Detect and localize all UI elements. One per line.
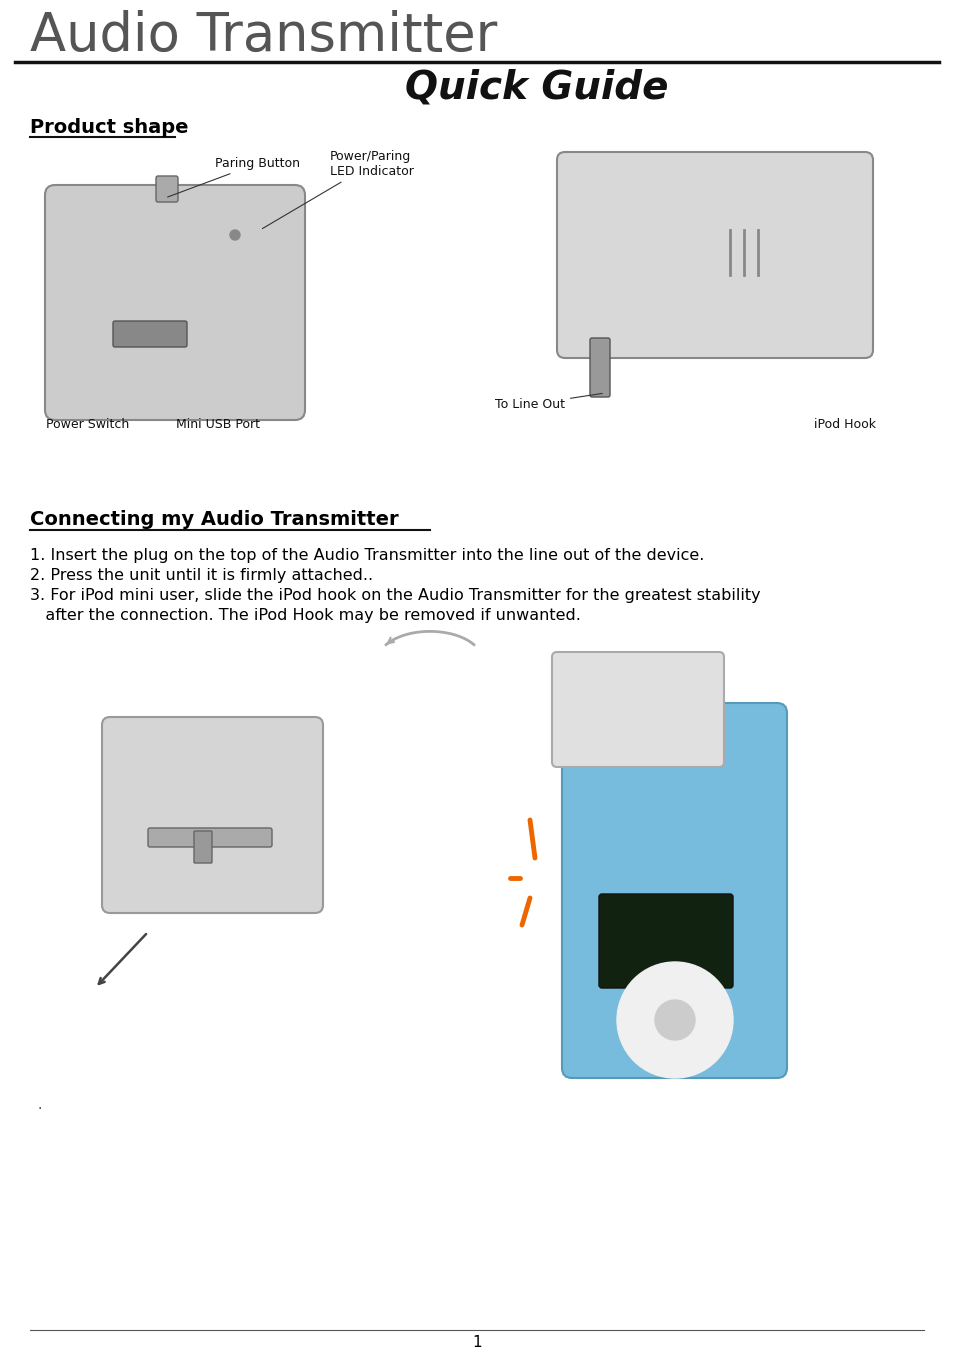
FancyBboxPatch shape — [45, 185, 305, 419]
Text: 1: 1 — [472, 1335, 481, 1350]
Text: Power/Paring
LED Indicator: Power/Paring LED Indicator — [262, 150, 414, 229]
Circle shape — [655, 1000, 695, 1041]
Text: Quick Guide: Quick Guide — [405, 68, 668, 106]
Text: Connecting my Audio Transmitter: Connecting my Audio Transmitter — [30, 509, 398, 528]
FancyBboxPatch shape — [148, 828, 272, 847]
Circle shape — [617, 962, 732, 1077]
FancyBboxPatch shape — [561, 703, 786, 1077]
Text: 3. For iPod mini user, slide the iPod hook on the Audio Transmitter for the grea: 3. For iPod mini user, slide the iPod ho… — [30, 588, 760, 603]
Text: iPod Hook: iPod Hook — [813, 418, 875, 430]
FancyBboxPatch shape — [102, 716, 323, 913]
Text: Paring Button: Paring Button — [168, 157, 299, 197]
FancyBboxPatch shape — [598, 893, 732, 987]
FancyBboxPatch shape — [589, 338, 609, 396]
Text: Mini USB Port: Mini USB Port — [175, 418, 260, 430]
Text: Audio Transmitter: Audio Transmitter — [30, 10, 497, 63]
Circle shape — [230, 230, 240, 240]
Text: 1. Insert the plug on the top of the Audio Transmitter into the line out of the : 1. Insert the plug on the top of the Aud… — [30, 548, 703, 563]
FancyBboxPatch shape — [156, 176, 178, 202]
FancyBboxPatch shape — [112, 321, 187, 347]
Text: 2. Press the unit until it is firmly attached..: 2. Press the unit until it is firmly att… — [30, 568, 373, 583]
Text: Product shape: Product shape — [30, 118, 189, 138]
FancyBboxPatch shape — [193, 831, 212, 864]
Text: after the connection. The iPod Hook may be removed if unwanted.: after the connection. The iPod Hook may … — [30, 607, 580, 622]
FancyBboxPatch shape — [552, 652, 723, 767]
Text: .: . — [38, 1098, 42, 1111]
FancyBboxPatch shape — [557, 153, 872, 358]
Text: To Line Out: To Line Out — [495, 394, 601, 411]
Text: Power Switch: Power Switch — [47, 418, 130, 430]
